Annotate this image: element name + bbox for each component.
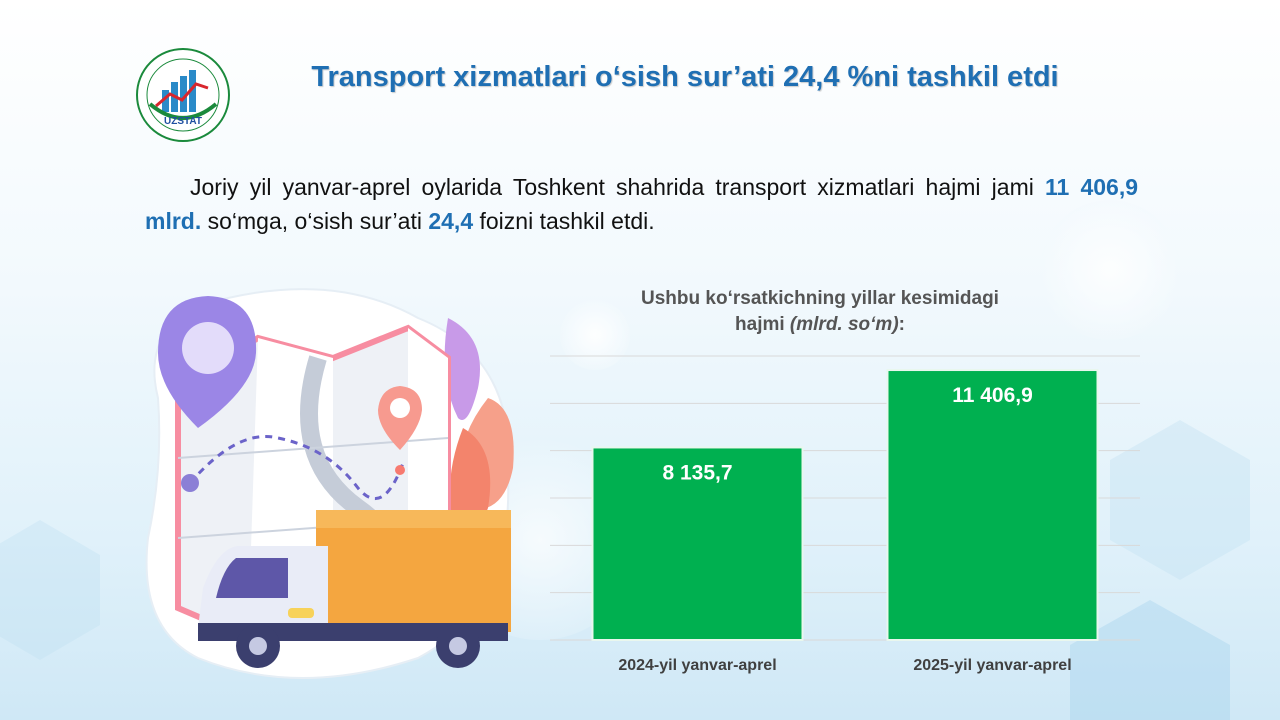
bar-value-label: 11 406,9 (952, 384, 1033, 407)
category-label: 2025-yil yanvar-aprel (913, 657, 1071, 674)
growth-rate-highlight: 24,4 (428, 208, 474, 234)
bar-value-label: 8 135,7 (662, 461, 732, 484)
bar (591, 446, 804, 642)
chart-title-line1: Ushbu ko‘rsatkichning yillar kesimidagi (641, 288, 999, 309)
transport-map-illustration (145, 288, 514, 679)
logo-text: UZSTAT (164, 116, 202, 127)
summary-text: so‘mga, o‘sish sur’ati (201, 208, 429, 234)
bar-chart: 8 135,7 2024-yil yanvar-aprel 11 406,9 2025… (550, 355, 1140, 674)
uzstat-logo: UZSTAT (136, 48, 230, 142)
chart-title-suffix: : (898, 314, 905, 335)
chart-unit-label: (mlrd. so‘m) (789, 314, 899, 335)
chart-title-prefix: hajmi (735, 314, 790, 335)
category-label: 2024-yil yanvar-aprel (618, 657, 776, 674)
summary-paragraph: Joriy yil yanvar-aprel oylarida Toshkent… (145, 170, 1138, 238)
chart-title: Ushbu ko‘rsatkichning yillar kesimidagi … (595, 286, 1045, 338)
bar (886, 369, 1099, 641)
page-title: Transport xizmatlari o‘sish sur’ati 24,4… (311, 61, 1059, 93)
summary-text: Joriy yil yanvar-aprel oylarida Toshkent… (190, 174, 1045, 200)
total-value-highlight: 11 406,9 mlrd. (145, 174, 1138, 234)
chart-title-line2: hajmi (mlrd. so‘m): (595, 312, 1045, 338)
summary-text: foizni tashkil etdi. (473, 208, 655, 234)
